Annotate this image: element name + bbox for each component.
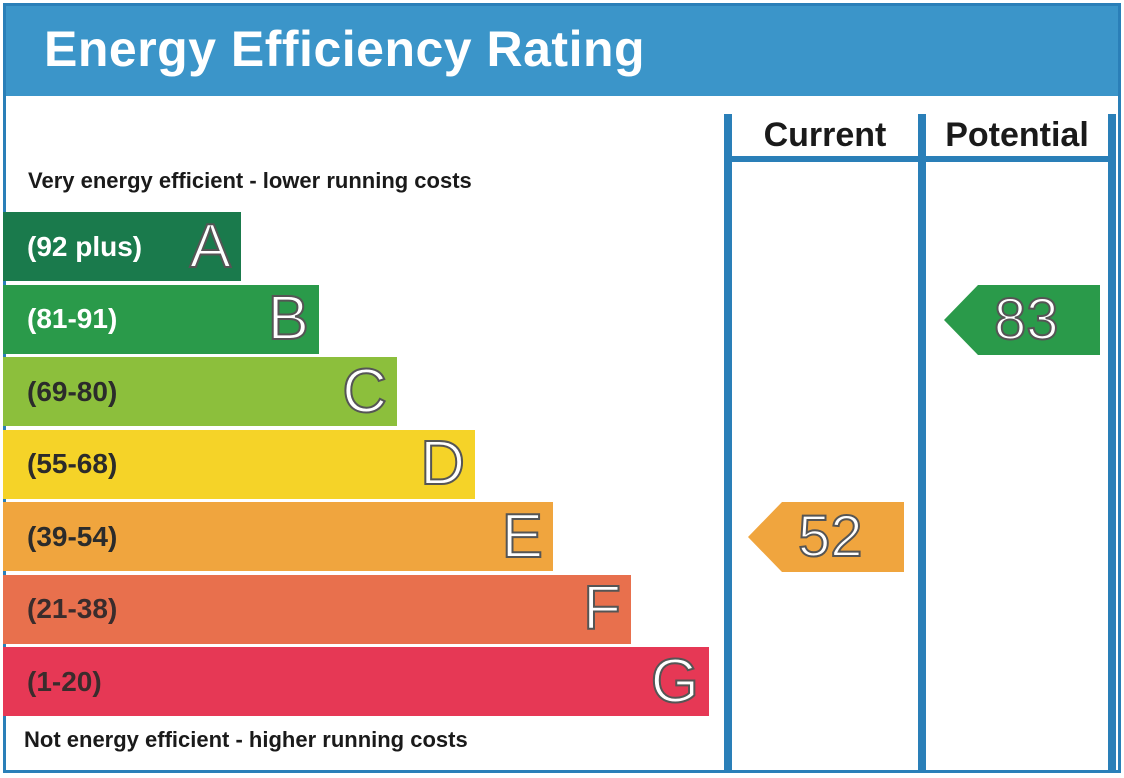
potential-column-header: Potential	[945, 116, 1089, 154]
band-letter: A	[189, 211, 232, 281]
current-arrow-shape	[748, 502, 904, 572]
column-divider-middle	[918, 114, 926, 772]
current-rating-value: 52	[797, 504, 864, 569]
band-letter: D	[419, 429, 466, 498]
column-divider-right	[1108, 114, 1116, 772]
band-c: (69-80) C	[3, 357, 397, 426]
scale-top-label: Very energy efficient - lower running co…	[28, 168, 472, 193]
band-letter: E	[501, 501, 544, 571]
column-header-rule	[724, 156, 1116, 162]
potential-rating-arrow: 83	[944, 284, 1100, 355]
current-column-header: Current	[763, 116, 887, 154]
band-letter: G	[650, 646, 700, 716]
scale-bottom-label: Not energy efficient - higher running co…	[24, 727, 468, 752]
band-range-label: (81-91)	[27, 303, 118, 334]
band-d: (55-68) D	[3, 429, 475, 499]
band-range-label: (21-38)	[27, 593, 118, 624]
current-arrow-fill	[748, 502, 904, 572]
band-g: (1-20) G	[3, 647, 709, 716]
band-b: (81-91) B	[3, 284, 319, 354]
potential-arrow-shape	[944, 284, 1100, 355]
band-letter: C	[341, 356, 388, 426]
rating-frame: Energy Efficiency Rating	[3, 3, 1121, 773]
band-letter: F	[582, 574, 622, 643]
potential-rating-value: 83	[993, 286, 1060, 352]
current-rating-arrow: 52	[748, 502, 904, 572]
band-range-label: (69-80)	[27, 375, 118, 407]
band-range-label: (39-54)	[27, 520, 118, 552]
band-range-label: (1-20)	[27, 665, 102, 697]
band-e: (39-54) E	[3, 502, 553, 571]
chart-title: Energy Efficiency Rating	[44, 21, 646, 77]
band-f: (21-38) F	[3, 574, 631, 644]
potential-arrow-fill	[944, 284, 1100, 355]
band-a: (92 plus) A	[3, 212, 241, 281]
band-letter: B	[267, 284, 310, 353]
column-divider-left	[724, 114, 732, 772]
band-range-label: (92 plus)	[27, 230, 143, 262]
header-bar: Energy Efficiency Rating	[6, 6, 1118, 96]
band-range-label: (55-68)	[27, 448, 118, 479]
